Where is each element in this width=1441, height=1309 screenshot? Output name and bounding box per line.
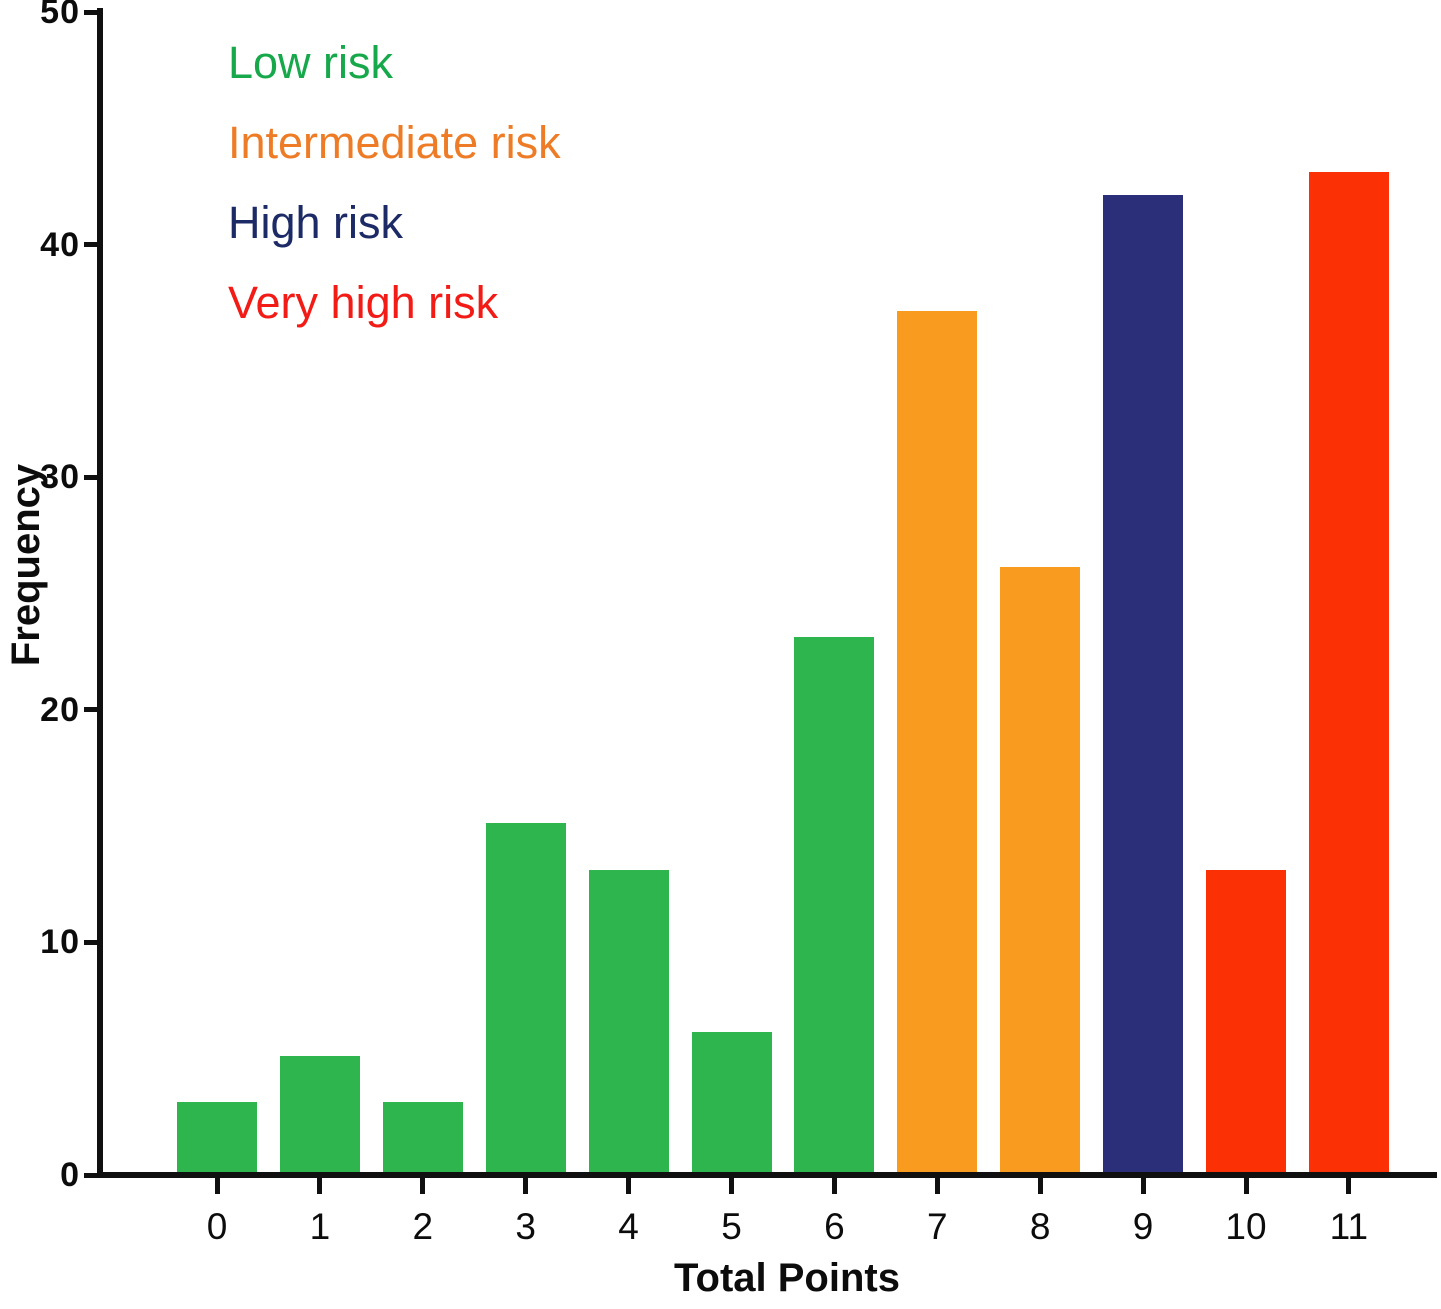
y-tick-mark-30 <box>84 474 98 480</box>
x-tick-label-4: 4 <box>618 1206 639 1247</box>
bar-0 <box>177 1102 257 1172</box>
x-tick-mark-2 <box>420 1178 426 1194</box>
x-tick-label-5: 5 <box>721 1206 742 1247</box>
x-tick-mark-1 <box>317 1178 323 1194</box>
x-tick-label-11: 11 <box>1329 1206 1369 1247</box>
x-tick-mark-11 <box>1346 1178 1352 1194</box>
x-axis-title: Total Points <box>674 1256 900 1300</box>
y-tick-mark-50 <box>84 9 98 15</box>
x-tick-label-8: 8 <box>1029 1206 1051 1247</box>
bar-10 <box>1206 869 1286 1172</box>
x-tick-mark-5 <box>729 1178 734 1194</box>
bar-9 <box>1103 195 1184 1172</box>
x-tick-mark-0 <box>214 1178 220 1194</box>
y-tick-mark-10 <box>84 939 98 945</box>
y-tick-label-0: 0 <box>60 1156 80 1194</box>
y-tick-mark-40 <box>84 242 98 248</box>
y-tick-label-40: 40 <box>40 225 80 264</box>
x-tick-label-1: 1 <box>309 1206 331 1247</box>
legend-item-high-risk: High risk <box>228 197 404 248</box>
x-tick-label-7: 7 <box>927 1206 948 1247</box>
x-tick-mark-9 <box>1140 1178 1146 1194</box>
y-tick-label-30: 30 <box>40 458 80 497</box>
bar-5 <box>691 1032 772 1172</box>
bar-6 <box>794 637 875 1172</box>
y-tick-label-50: 50 <box>40 0 80 31</box>
y-tick-mark-0 <box>84 1172 98 1178</box>
y-tick-mark-20 <box>84 707 98 713</box>
x-tick-mark-6 <box>831 1178 837 1194</box>
x-tick-label-3: 3 <box>515 1206 536 1247</box>
x-tick-label-2: 2 <box>412 1206 434 1247</box>
x-tick-label-0: 0 <box>206 1206 228 1247</box>
y-tick-label-20: 20 <box>40 690 80 729</box>
x-tick-mark-10 <box>1243 1178 1249 1194</box>
x-tick-mark-8 <box>1037 1178 1043 1194</box>
x-tick-label-6: 6 <box>824 1206 845 1247</box>
bar-4 <box>588 869 669 1172</box>
x-axis-line <box>97 1172 1437 1178</box>
bar-2 <box>382 1102 463 1172</box>
y-tick-label-10: 10 <box>40 923 80 962</box>
legend-item-intermediate-risk: Intermediate risk <box>228 117 561 168</box>
bar-11 <box>1308 171 1389 1172</box>
y-axis-line <box>97 8 103 1178</box>
x-tick-label-9: 9 <box>1132 1206 1154 1247</box>
x-tick-mark-3 <box>523 1178 529 1194</box>
x-tick-mark-7 <box>934 1178 940 1194</box>
legend-item-low-risk: Low risk <box>228 37 394 88</box>
bar-1 <box>279 1055 360 1172</box>
bar-3 <box>485 823 566 1172</box>
bar-7 <box>897 311 978 1172</box>
x-tick-label-10: 10 <box>1225 1206 1267 1247</box>
legend-item-very-high-risk: Very high risk <box>228 277 499 328</box>
bar-8 <box>1000 567 1081 1172</box>
x-tick-mark-4 <box>626 1178 632 1194</box>
